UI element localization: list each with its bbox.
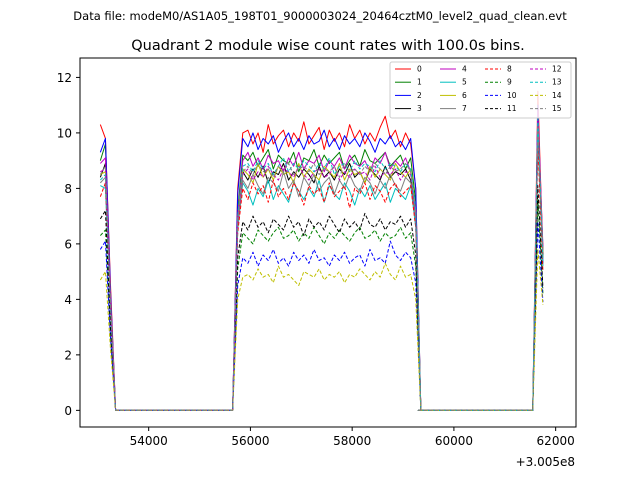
plot-area	[80, 58, 576, 427]
legend-label: 4	[462, 65, 467, 74]
y-tick-label: 8	[64, 182, 72, 196]
y-axis: 0 2 4 6 8 10 12	[57, 71, 80, 418]
legend-label: 9	[507, 78, 512, 87]
y-tick-label: 4	[64, 293, 72, 307]
legend-label: 1	[417, 78, 422, 87]
legend-label: 12	[552, 65, 562, 74]
legend-label: 3	[417, 104, 422, 113]
legend-label: 8	[507, 65, 512, 74]
suptitle: Data file: modeM0/AS1A05_198T01_90000030…	[73, 9, 567, 23]
chart-title: Quadrant 2 module wise count rates with …	[131, 38, 525, 54]
legend-label: 11	[507, 104, 517, 113]
x-tick-label: 62000	[537, 434, 575, 448]
series-lines	[99, 90, 544, 411]
legend-label: 0	[417, 65, 422, 74]
y-tick-label: 0	[64, 404, 72, 418]
legend-label: 13	[552, 78, 562, 87]
plot-border	[79, 57, 577, 428]
y-tick-label: 2	[64, 348, 72, 362]
x-tick-label: 60000	[435, 434, 473, 448]
y-tick-label: 6	[64, 237, 72, 251]
legend-label: 10	[507, 91, 517, 100]
y-tick-label: 10	[57, 126, 72, 140]
series-line-15	[99, 126, 544, 411]
legend-box	[389, 61, 572, 119]
legend-label: 15	[552, 104, 562, 113]
legend-label: 14	[552, 91, 562, 100]
y-tick-label: 12	[57, 71, 72, 85]
x-tick-label: 58000	[333, 434, 371, 448]
legend-label: 5	[462, 78, 467, 87]
legend-label: 2	[417, 91, 422, 100]
x-axis-offset-label: +3.005e8	[516, 455, 575, 469]
x-tick-label: 56000	[231, 434, 269, 448]
legend-label: 6	[462, 91, 467, 100]
x-tick-label: 54000	[130, 434, 168, 448]
legend-label: 7	[462, 104, 467, 113]
x-axis: 54000 56000 58000 60000 62000	[130, 427, 575, 448]
